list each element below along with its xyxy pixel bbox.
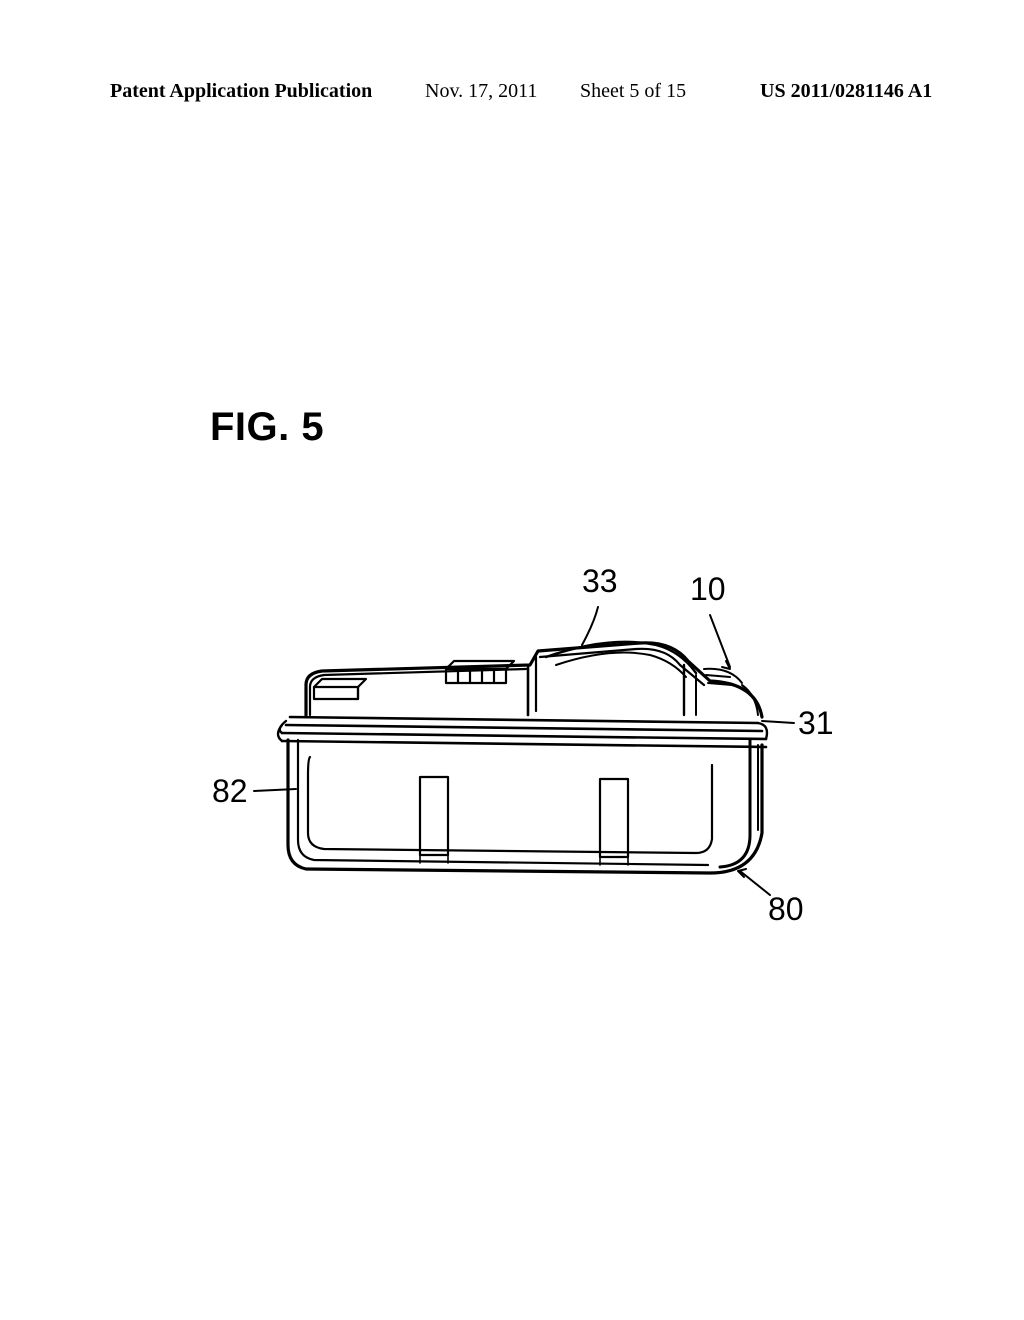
front-left-block (314, 679, 366, 699)
front-face-inner (308, 757, 712, 853)
annotation-80: 80 (768, 891, 804, 928)
upper-cover-outline (306, 643, 762, 717)
annotation-33: 33 (582, 563, 618, 600)
leader-82 (254, 789, 296, 791)
hump-crown-2 (556, 653, 686, 677)
left-front-seam (298, 740, 708, 865)
header-date: Nov. 17, 2011 (425, 80, 537, 103)
figure-label: FIG. 5 (210, 405, 324, 450)
header-sheet: Sheet 5 of 15 (580, 80, 686, 103)
header-id: US 2011/0281146 A1 (760, 80, 932, 103)
leader-31 (762, 721, 794, 723)
leader-10 (710, 615, 730, 667)
annotation-10: 10 (690, 571, 726, 608)
header-publication: Patent Application Publication (110, 80, 372, 103)
front-slot-left (420, 777, 448, 855)
band-left-cap (278, 721, 286, 741)
leader-33 (582, 607, 598, 645)
patent-drawing (210, 565, 830, 965)
right-edge (720, 740, 750, 867)
leader-80 (740, 871, 770, 895)
figure-5: 33 10 31 82 80 (210, 565, 830, 965)
mid-band (282, 717, 766, 747)
front-slot-right (600, 779, 628, 857)
annotation-82: 82 (212, 773, 248, 810)
annotation-31: 31 (798, 705, 834, 742)
